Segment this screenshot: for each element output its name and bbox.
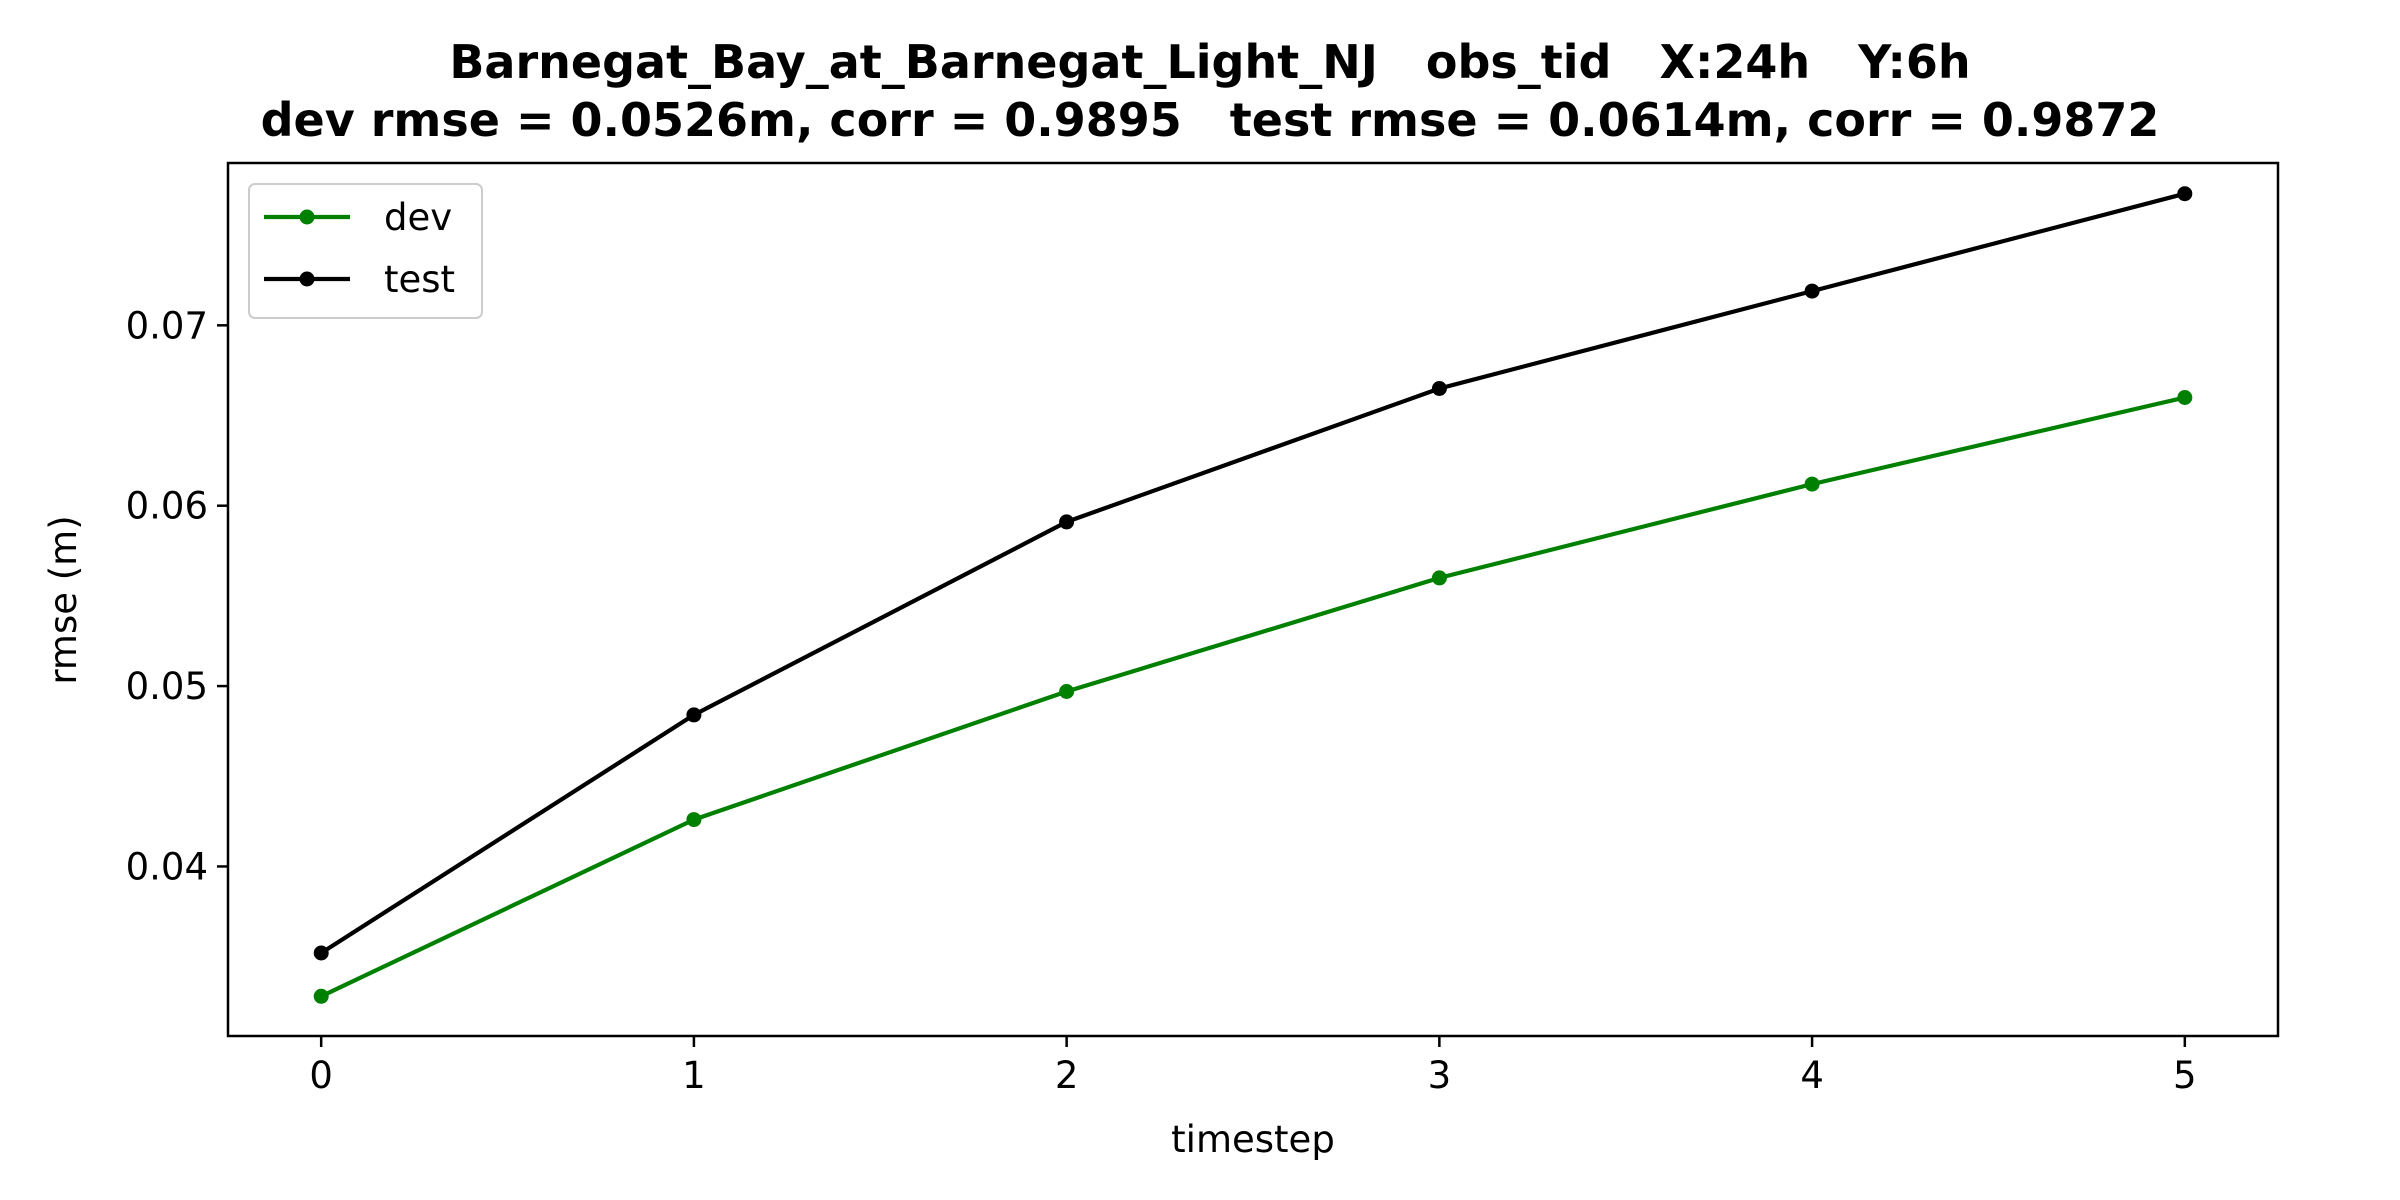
y-tick-label: 0.06 [126,485,208,528]
y-tick-label: 0.04 [126,845,208,888]
x-tick-label: 0 [309,1054,333,1097]
chart-subtitle: dev rmse = 0.0526m, corr = 0.9895 test r… [261,93,2160,147]
y-tick-label: 0.07 [126,304,208,347]
legend: dev test [248,183,483,319]
x-tick-label: 1 [682,1054,706,1097]
legend-label-dev: dev [384,196,452,239]
data-point-dev [686,812,702,828]
data-point-dev [313,988,329,1004]
data-point-test [1804,283,1820,299]
x-axis-label: timestep [1171,1118,1335,1161]
data-point-test [1431,381,1447,396]
axes-frame [226,161,2280,1038]
axis-ticks: 0 1 2 3 4 5 0.04 0.05 0.06 0.07 [126,161,2280,1097]
plot-area [313,186,2193,1004]
data-point-dev [1431,570,1447,586]
x-tick-label: 4 [1800,1054,1824,1097]
data-point-dev [1059,684,1075,699]
legend-marker-dev [299,209,315,225]
data-point-test [313,945,329,961]
x-tick-label: 2 [1055,1054,1079,1097]
x-tick-label: 3 [1428,1054,1452,1097]
legend-label-test: test [384,258,455,301]
data-point-dev [1804,476,1820,492]
series-line-dev [318,394,2188,1000]
chart-title: Barnegat_Bay_at_Barnegat_Light_NJ obs_ti… [449,35,1970,89]
y-tick-label: 0.05 [126,665,208,708]
data-point-test [686,707,702,723]
legend-marker-test [299,271,315,287]
data-point-dev [2177,390,2193,405]
y-axis-label: rmse (m) [42,515,85,684]
x-tick-label: 5 [2173,1054,2197,1097]
series-line-test [318,191,2188,956]
data-point-test [2177,186,2193,202]
data-point-test [1059,514,1075,530]
